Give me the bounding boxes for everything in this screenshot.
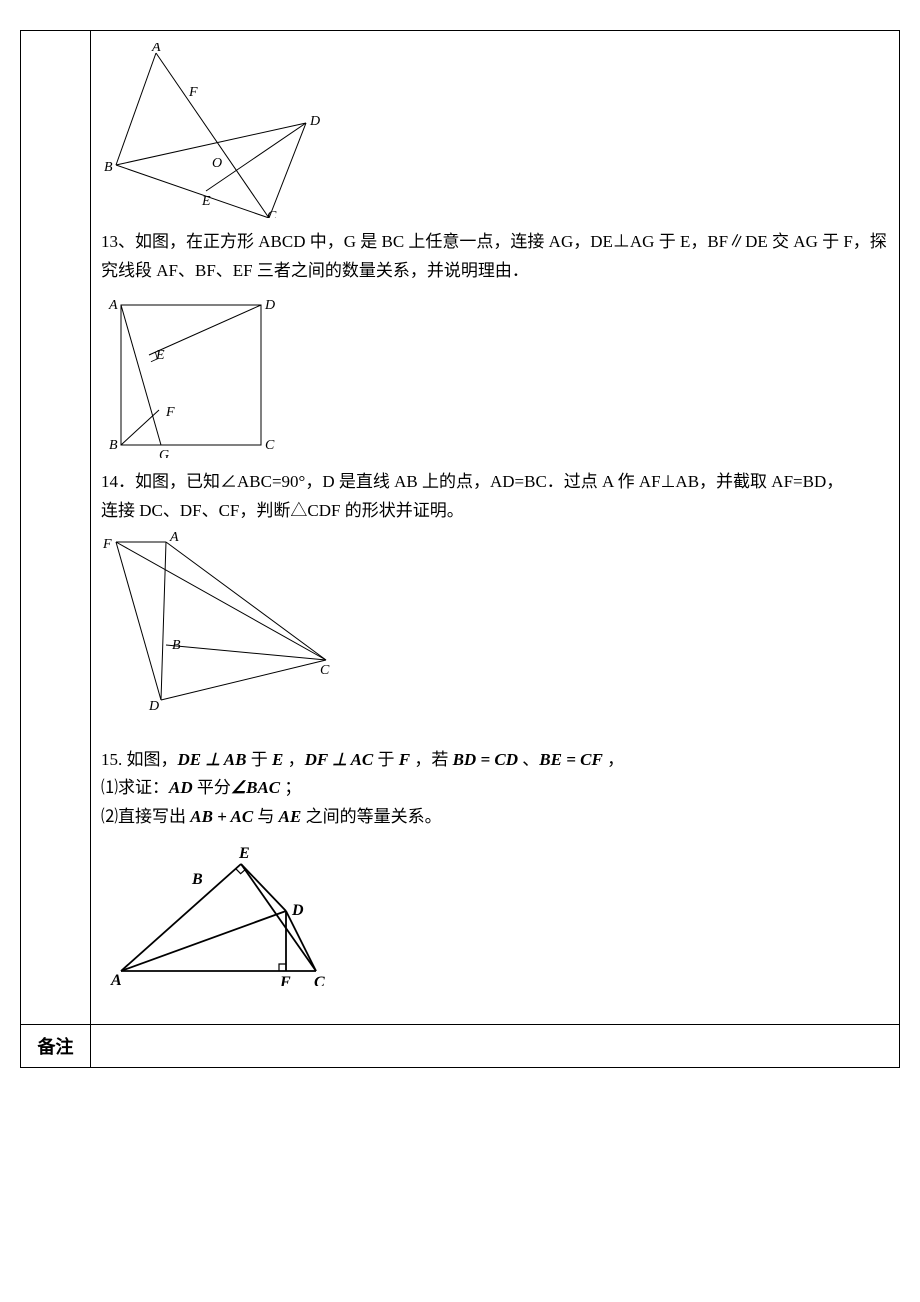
p15-l2pre: ⑴求证： [101,778,169,797]
p15-becf: BE = CF [539,750,603,769]
problem-14-text: 14．如图，已知∠ABC=90°，D 是直线 AB 上的点，AD=BC．过点 A… [101,468,889,526]
p15-zj: 之间的等量关系。 [301,807,441,826]
p15-c1: ， [283,750,304,769]
figure-13: A D B C G E F [101,290,889,458]
p14-line2: 连接 DC、DF、CF，判断△CDF 的形状并证明。 [101,501,464,520]
p15-yue1: 于 [246,750,272,769]
svg-text:O: O [212,156,222,171]
p15-ad: AD [169,778,193,797]
svg-text:A: A [108,298,118,313]
p15-F: F [399,750,410,769]
svg-text:A: A [151,43,161,55]
svg-text:C: C [320,663,330,678]
p15-E: E [272,750,283,769]
figure-15: A F C D E B [101,836,889,986]
p15-dun: 、 [518,750,539,769]
problem-15-text: 15. 如图，DE ⊥ AB 于 E ，DF ⊥ AC 于 F ，若 BD = … [101,746,889,833]
p15-semi: ； [280,778,301,797]
svg-text:B: B [109,438,118,453]
svg-text:D: D [309,114,320,129]
p15-yu: 与 [253,807,279,826]
svg-text:C: C [265,438,275,453]
svg-text:A: A [169,530,179,545]
svg-text:B: B [172,638,181,653]
svg-text:D: D [291,902,304,919]
svg-text:A: A [110,972,122,986]
svg-text:F: F [165,405,175,420]
p15-bdcd: BD = CD [453,750,518,769]
svg-text:D: D [148,699,159,710]
p15-deab: DE ⊥ AB [178,750,247,769]
p14-line1: 14．如图，已知∠ABC=90°，D 是直线 AB 上的点，AD=BC．过点 A… [101,472,843,491]
svg-text:F: F [102,537,112,552]
problem-13-text: 13、如图，在正方形 ABCD 中，G 是 BC 上任意一点，连接 AG，DE⊥… [101,228,889,286]
p15-pf: 平分 [193,778,231,797]
p15-c2: ， [603,750,624,769]
p15-yue2: 于 [373,750,399,769]
svg-text:G: G [159,448,169,458]
svg-text:F: F [279,974,291,986]
svg-text:B: B [191,871,203,888]
p15-dfac: DF ⊥ AC [305,750,374,769]
p15-l1-pre: 15. 如图， [101,750,178,769]
p15-abac: AB + AC [190,807,253,826]
svg-text:F: F [188,85,198,100]
p15-l3pre: ⑵直接写出 [101,807,190,826]
p15-AE: AE [279,807,302,826]
figure-12: A F D B O E C [101,43,889,218]
svg-text:E: E [155,348,165,363]
svg-text:B: B [104,160,113,175]
p15-ruo: ，若 [410,750,453,769]
footer-label: 备注 [21,1025,91,1068]
svg-text:E: E [238,845,250,862]
svg-text:C: C [314,974,325,986]
svg-text:E: E [201,194,211,209]
svg-text:C: C [267,209,277,218]
figure-14: F A B C D [101,530,889,710]
svg-text:D: D [264,298,275,313]
p15-bac: ∠BAC [231,778,280,797]
